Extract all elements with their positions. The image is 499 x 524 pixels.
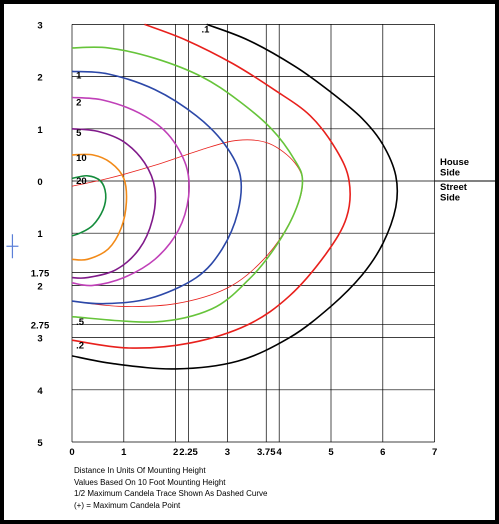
y-tick-label-4: 1 xyxy=(37,229,43,240)
y-tick-label-9: 4 xyxy=(37,386,43,397)
contour-0 xyxy=(71,23,399,370)
y-tick-label-5: 1.75 xyxy=(31,268,50,279)
contour-label-5: 5 xyxy=(76,128,82,139)
note-mounting: Values Based On 10 Foot Mounting Height xyxy=(74,477,226,487)
contour-2 xyxy=(71,46,304,323)
x-tick-label-2: 2 xyxy=(173,447,178,458)
x-tick-label-4: 3 xyxy=(225,447,230,458)
contour-6 xyxy=(71,153,128,261)
chart-notes: Distance In Units Of Mounting Height Val… xyxy=(74,465,267,511)
x-tick-label-8: 6 xyxy=(380,447,385,458)
contour-label-4: 2 xyxy=(76,98,81,109)
y-tick-label-10: 5 xyxy=(37,438,43,449)
grid-lines xyxy=(71,24,435,443)
y-tick-label-8: 3 xyxy=(37,334,42,345)
contour-4 xyxy=(71,96,191,287)
y-tick-label-7: 2.75 xyxy=(31,321,50,332)
contour-7 xyxy=(71,174,107,237)
street-side-label: Street Side xyxy=(440,182,468,204)
note-max-point: (+) = Maximum Candela Point xyxy=(74,500,181,510)
chart-frame: .1.2.5 1 2 5 10 20 3 2 1 0 1 1.75 2 2.75 3 4 5 0 1 2 2.25 3 3.… xyxy=(4,4,495,520)
x-tick-label-7: 5 xyxy=(328,447,334,458)
y-tick-label-3: 0 xyxy=(37,177,42,188)
contour-curves xyxy=(71,23,399,370)
contour-label-2: .5 xyxy=(76,317,85,328)
half-max-trace xyxy=(71,139,304,307)
x-tick-label-9: 7 xyxy=(432,447,437,458)
center-axis xyxy=(6,180,495,259)
note-half-max: 1/2 Maximum Candela Trace Shown As Dashe… xyxy=(74,489,268,498)
contour-5 xyxy=(71,128,157,279)
x-tick-label-3: 2.25 xyxy=(179,447,198,458)
contour-1 xyxy=(71,23,351,349)
y-tick-label-1: 2 xyxy=(37,73,42,84)
house-side-label: House Side xyxy=(440,157,469,179)
contour-label-0: .1 xyxy=(202,25,211,36)
contour-label-3: 1 xyxy=(76,71,82,82)
contour-3 xyxy=(71,70,243,305)
contour-label-6: 10 xyxy=(76,153,87,164)
y-tick-label-2: 1 xyxy=(37,125,43,136)
x-tick-label-6: 4 xyxy=(277,447,283,458)
x-tick-label-5: 3.75 xyxy=(257,447,276,458)
x-tick-label-1: 1 xyxy=(121,447,127,458)
y-tick-label-0: 3 xyxy=(37,20,42,31)
y-tick-label-6: 2 xyxy=(37,281,42,292)
note-distance: Distance In Units Of Mounting Height xyxy=(74,466,206,475)
x-tick-label-0: 0 xyxy=(69,447,74,458)
contour-label-7: 20 xyxy=(76,176,87,187)
contour-label-1: .2 xyxy=(76,340,84,351)
